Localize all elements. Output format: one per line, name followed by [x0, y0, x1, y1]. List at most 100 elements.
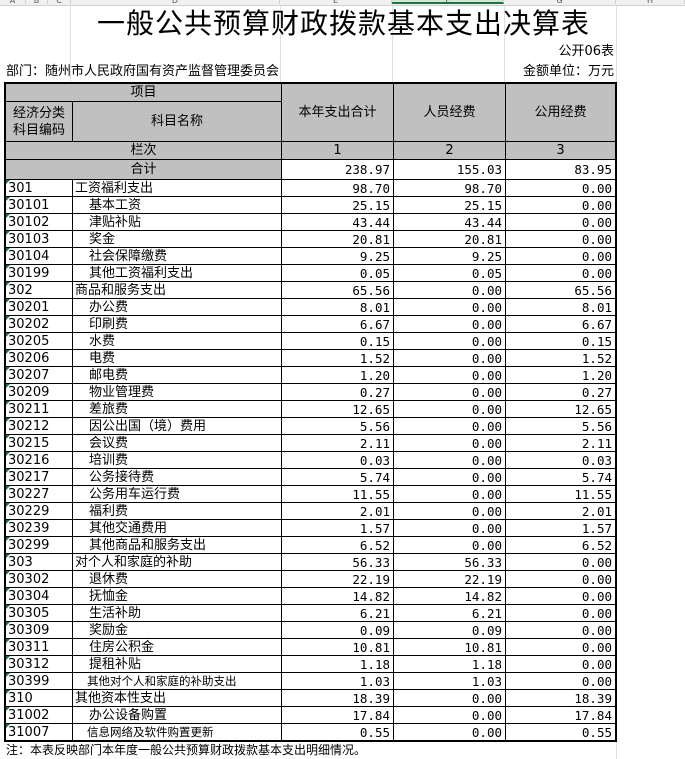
row-public[interactable]: 0.00 — [581, 555, 612, 570]
row-total[interactable]: 11.55 — [282, 486, 394, 502]
row-personnel[interactable]: 0.00 — [394, 486, 506, 502]
row-total[interactable]: 0.03 — [282, 452, 394, 468]
row-name[interactable]: 差旅费 — [73, 401, 282, 417]
row-name[interactable]: 其他资本性支出 — [73, 690, 282, 706]
row-personnel[interactable]: 20.81 — [394, 231, 506, 247]
row-name[interactable]: 津贴补贴 — [73, 214, 282, 230]
row-name[interactable]: 社会保障缴费 — [73, 248, 282, 264]
row-name[interactable]: 退休费 — [73, 571, 282, 587]
row-total[interactable]: 5.56 — [282, 418, 394, 434]
row-code[interactable]: 31002 — [6, 707, 73, 723]
column-header-g[interactable]: G — [504, 0, 616, 5]
row-name[interactable]: 其他对个人和家庭的补助支出 — [73, 673, 282, 689]
row-code[interactable]: 30299 — [6, 537, 73, 553]
row-total[interactable]: 1.52 — [282, 350, 394, 366]
row-code[interactable]: 30103 — [6, 231, 73, 247]
row-personnel[interactable]: 0.00 — [394, 282, 506, 298]
row-total[interactable]: 98.70 — [282, 180, 394, 196]
row-code[interactable]: 30229 — [6, 503, 73, 519]
row-public[interactable]: 1.20 — [581, 368, 612, 383]
row-total[interactable]: 18.39 — [282, 690, 394, 706]
row-total[interactable]: 1.18 — [282, 656, 394, 672]
row-code[interactable]: 31007 — [6, 724, 73, 740]
row-name[interactable]: 办公设备购置 — [73, 707, 282, 723]
row-name[interactable]: 公务用车运行费 — [73, 486, 282, 502]
row-public[interactable]: 0.00 — [581, 249, 612, 264]
row-public[interactable]: 0.15 — [581, 334, 612, 349]
row-code[interactable]: 30206 — [6, 350, 73, 366]
row-name[interactable]: 对个人和家庭的补助 — [73, 554, 282, 570]
column-header-h[interactable]: H — [616, 0, 685, 5]
row-personnel[interactable]: 9.25 — [394, 248, 506, 264]
row-personnel[interactable]: 0.00 — [394, 299, 506, 315]
column-header-e[interactable]: E — [280, 0, 392, 5]
row-public[interactable]: 0.00 — [581, 232, 612, 247]
row-personnel[interactable]: 0.00 — [394, 333, 506, 349]
row-total[interactable]: 56.33 — [282, 554, 394, 570]
row-code[interactable]: 30212 — [6, 418, 73, 434]
row-public[interactable]: 0.00 — [581, 198, 612, 213]
row-personnel[interactable]: 22.19 — [394, 571, 506, 587]
row-public[interactable]: 18.39 — [574, 691, 612, 706]
row-code[interactable]: 30304 — [6, 588, 73, 604]
row-name[interactable]: 奖金 — [73, 231, 282, 247]
row-total[interactable]: 0.05 — [282, 265, 394, 281]
row-code[interactable]: 30305 — [6, 605, 73, 621]
row-public[interactable]: 2.11 — [581, 436, 612, 451]
row-name[interactable]: 福利费 — [73, 503, 282, 519]
row-name[interactable]: 水费 — [73, 333, 282, 349]
row-total[interactable]: 0.27 — [282, 384, 394, 400]
row-code[interactable]: 30239 — [6, 520, 73, 536]
column-header-a[interactable]: A — [0, 0, 26, 5]
row-code[interactable]: 30302 — [6, 571, 73, 587]
row-name[interactable]: 生活补助 — [73, 605, 282, 621]
row-public[interactable]: 0.00 — [581, 266, 612, 281]
row-name[interactable]: 公务接待费 — [73, 469, 282, 485]
row-public[interactable]: 6.52 — [581, 538, 612, 553]
row-name[interactable]: 物业管理费 — [73, 384, 282, 400]
row-name[interactable]: 培训费 — [73, 452, 282, 468]
row-public[interactable]: 8.01 — [581, 300, 612, 315]
row-personnel[interactable]: 1.18 — [394, 656, 506, 672]
row-public[interactable]: 0.00 — [581, 640, 612, 655]
row-code[interactable]: 30199 — [6, 265, 73, 281]
row-total[interactable]: 1.20 — [282, 367, 394, 383]
row-name[interactable]: 提租补贴 — [73, 656, 282, 672]
row-name[interactable]: 住房公积金 — [73, 639, 282, 655]
row-public[interactable]: 0.00 — [581, 215, 612, 230]
row-code[interactable]: 303 — [6, 554, 73, 570]
row-name[interactable]: 因公出国（境）费用 — [73, 418, 282, 434]
row-name[interactable]: 奖励金 — [73, 622, 282, 638]
row-name[interactable]: 邮电费 — [73, 367, 282, 383]
row-code[interactable]: 30399 — [6, 673, 73, 689]
row-personnel[interactable]: 0.00 — [394, 520, 506, 536]
row-total[interactable]: 6.52 — [282, 537, 394, 553]
row-public[interactable]: 0.55 — [581, 725, 612, 740]
row-total[interactable]: 6.21 — [282, 605, 394, 621]
row-personnel[interactable]: 98.70 — [394, 180, 506, 196]
row-code[interactable]: 30102 — [6, 214, 73, 230]
row-public[interactable]: 0.00 — [581, 623, 612, 638]
row-name[interactable]: 其他商品和服务支出 — [73, 537, 282, 553]
row-personnel[interactable]: 0.00 — [394, 435, 506, 451]
row-total[interactable]: 0.55 — [282, 724, 394, 740]
row-total[interactable]: 20.81 — [282, 231, 394, 247]
row-total[interactable]: 6.67 — [282, 316, 394, 332]
row-personnel[interactable]: 0.00 — [394, 707, 506, 723]
row-name[interactable]: 抚恤金 — [73, 588, 282, 604]
row-code[interactable]: 30101 — [6, 197, 73, 213]
row-total[interactable]: 14.82 — [282, 588, 394, 604]
row-code[interactable]: 30211 — [6, 401, 73, 417]
row-code[interactable]: 30216 — [6, 452, 73, 468]
total-value[interactable]: 238.97 — [282, 160, 394, 179]
row-public[interactable]: 2.01 — [581, 504, 612, 519]
row-personnel[interactable]: 56.33 — [394, 554, 506, 570]
row-personnel[interactable]: 0.00 — [394, 537, 506, 553]
row-total[interactable]: 10.81 — [282, 639, 394, 655]
row-personnel[interactable]: 0.00 — [394, 384, 506, 400]
row-code[interactable]: 30309 — [6, 622, 73, 638]
row-personnel[interactable]: 0.00 — [394, 503, 506, 519]
row-personnel[interactable]: 1.03 — [394, 673, 506, 689]
row-personnel[interactable]: 25.15 — [394, 197, 506, 213]
row-code[interactable]: 30209 — [6, 384, 73, 400]
